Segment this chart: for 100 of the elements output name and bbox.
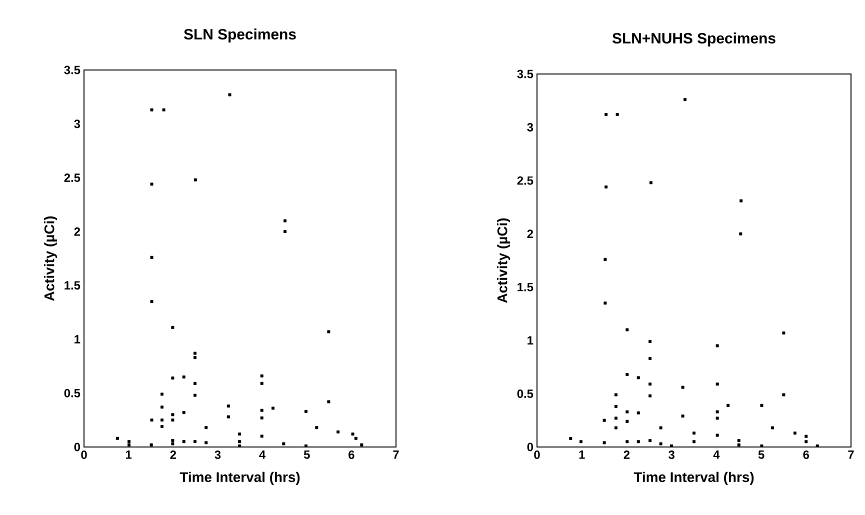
x-tick-label: 1 <box>126 450 132 459</box>
y-tick-label: 0.5 <box>517 389 534 398</box>
point <box>193 356 196 360</box>
point <box>315 426 318 430</box>
point <box>160 425 164 428</box>
point <box>692 440 696 444</box>
x-tick-label: 3 <box>214 450 221 459</box>
point <box>238 440 242 444</box>
point <box>716 416 719 420</box>
point <box>260 416 264 420</box>
point <box>648 439 652 442</box>
point <box>271 406 274 410</box>
point <box>602 441 606 444</box>
y-tick-label: 1.5 <box>518 282 534 292</box>
y-tick-label: 3 <box>527 123 534 132</box>
point <box>226 404 230 408</box>
point <box>150 300 154 304</box>
point <box>716 434 719 437</box>
point <box>162 108 166 112</box>
point <box>681 414 684 418</box>
point <box>194 178 197 182</box>
x-tick-label: 5 <box>304 450 310 459</box>
y-tick-label: 3.5 <box>517 70 534 78</box>
point <box>716 382 719 386</box>
point <box>351 432 354 436</box>
x-tick-label: 2 <box>170 450 176 459</box>
point <box>649 181 652 184</box>
point <box>116 436 119 440</box>
point <box>626 440 629 444</box>
point <box>204 441 208 444</box>
point <box>726 404 730 407</box>
point <box>804 440 808 444</box>
point <box>360 443 364 446</box>
point <box>171 418 174 422</box>
x-tick-label: 4 <box>259 450 266 459</box>
point <box>636 411 640 414</box>
point <box>716 410 719 414</box>
point <box>182 375 186 378</box>
x-tick-label: 0 <box>534 450 540 459</box>
x-axis-title: Time Interval (hrs) <box>180 472 300 485</box>
point <box>327 400 330 404</box>
point <box>648 394 652 398</box>
point <box>128 440 131 444</box>
point <box>204 426 208 430</box>
point <box>614 416 618 420</box>
x-tick-label: 4 <box>713 450 720 459</box>
point <box>626 420 629 423</box>
x-axis-title: Time Interval (hrs) <box>634 472 754 485</box>
point <box>193 394 196 397</box>
x-tick-label: 7 <box>393 450 399 459</box>
point <box>579 440 582 444</box>
y-tick-label: 2 <box>74 227 80 236</box>
x-tick-label: 6 <box>803 450 810 459</box>
point <box>793 432 796 435</box>
x-tick-label: 1 <box>579 450 585 459</box>
point <box>604 185 608 188</box>
y-tick-label: 1 <box>528 336 534 345</box>
point <box>659 426 662 430</box>
y-tick-label: 1 <box>74 335 80 344</box>
point <box>193 440 196 444</box>
point <box>193 382 196 385</box>
point <box>804 434 808 438</box>
point <box>604 112 608 116</box>
point <box>716 344 719 348</box>
point <box>782 331 786 334</box>
x-tick-label: 6 <box>348 450 354 459</box>
point <box>771 426 774 430</box>
point <box>659 442 662 446</box>
point <box>150 256 154 259</box>
point <box>737 443 740 446</box>
point <box>260 434 264 438</box>
point <box>692 432 696 435</box>
point <box>150 418 154 422</box>
point <box>304 410 308 413</box>
x-tick-label: 7 <box>848 450 854 459</box>
x-tick-label: 0 <box>81 450 87 459</box>
point <box>737 439 740 442</box>
y-axis-title: Activity (µCi) <box>497 218 510 303</box>
y-tick-label: 1.5 <box>64 281 80 290</box>
point <box>604 258 607 261</box>
point <box>171 326 174 329</box>
point <box>150 443 153 446</box>
point <box>150 182 154 186</box>
y-tick-label: 3 <box>74 120 80 128</box>
point <box>260 382 264 385</box>
point <box>626 328 629 332</box>
point <box>171 442 174 446</box>
point <box>171 413 174 416</box>
point <box>226 415 230 418</box>
point <box>684 98 687 102</box>
point <box>282 442 286 446</box>
point <box>171 376 174 380</box>
point <box>626 410 629 414</box>
chart-title: SLN+NUHS Specimens <box>612 32 776 46</box>
point <box>284 219 287 222</box>
point <box>228 93 232 96</box>
point <box>238 432 242 436</box>
point <box>260 374 264 378</box>
point <box>739 232 742 236</box>
point <box>614 404 618 408</box>
